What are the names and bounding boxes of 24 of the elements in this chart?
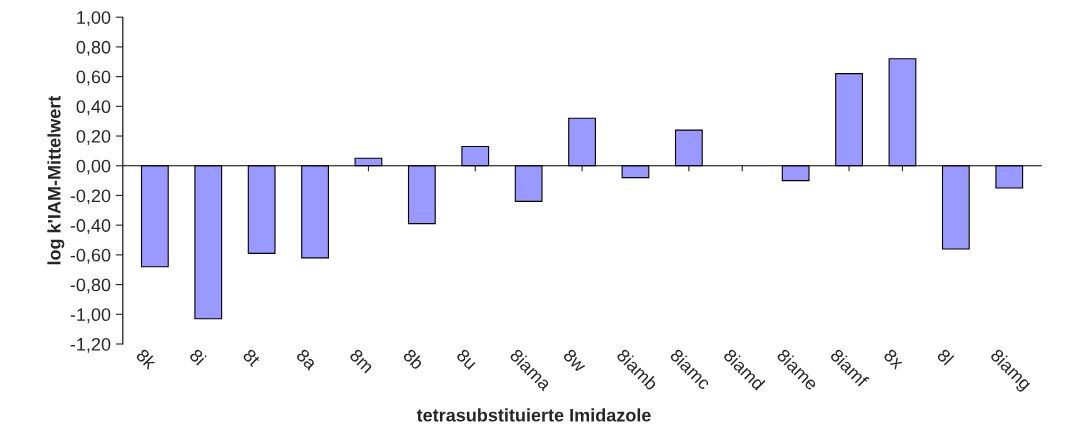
x-tick-label: 8k: [135, 347, 158, 371]
x-tick-label: 8x: [882, 348, 905, 370]
x-axis-title: tetrasubstituierte Imidazole: [416, 408, 651, 422]
y-tick-label: -0,20: [70, 189, 111, 205]
y-tick-label: -1,00: [70, 308, 111, 324]
y-tick-label: 0,40: [76, 100, 111, 116]
x-tick-label: 8i: [188, 347, 207, 366]
y-tick-label: -1,20: [70, 337, 111, 353]
x-tick-label: 8w: [562, 348, 588, 373]
y-tick-label: -0,60: [70, 248, 111, 264]
x-tick-label: 8l: [936, 347, 955, 366]
y-axis-title: log k'IAM-Mittelwert: [47, 95, 65, 265]
y-tick-label: 0,20: [76, 129, 111, 145]
y-tick-label: -0,80: [70, 278, 111, 294]
y-tick-label: 0,00: [76, 159, 111, 175]
y-tick-label: 0,80: [76, 40, 111, 56]
x-tick-label: 8m: [348, 348, 375, 374]
y-tick-label: 0,60: [76, 70, 111, 86]
y-tick-label: 1,00: [77, 11, 111, 27]
x-tick-label: 8b: [402, 347, 425, 371]
y-tick-label: -0,40: [70, 219, 111, 235]
x-tick-label: 8t: [242, 348, 262, 368]
x-tick-label: 8a: [295, 348, 319, 371]
x-tick-label: 8u: [455, 348, 478, 370]
